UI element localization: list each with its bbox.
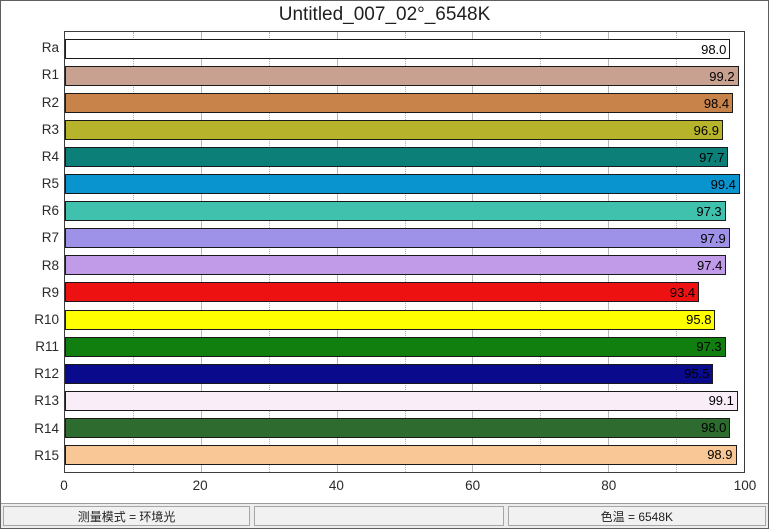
bar-value-label: 93.4 [669,284,696,300]
bar-value-label: 97.7 [699,149,725,165]
bar-value-label: 98.0 [701,420,727,436]
minor-gridline [676,32,678,472]
category-label: R15 [34,447,59,463]
category-label: R12 [34,366,59,382]
bar-row: 97.3 [65,336,744,357]
minor-gridline [404,32,406,472]
category-label: R3 [41,121,59,137]
plot-area: 98.0 99.2 98.4 96.9 97.7 99.4 97.3 97.9 97.4 93.4… [64,31,745,473]
bar-row: 95.5 [65,363,744,384]
category-label: R14 [34,420,59,436]
category-label: R11 [35,339,59,355]
bar-row: 93.4 [65,282,744,303]
bar: 97.7 [65,147,729,168]
category-label-column: Ra R1 R2 R3 R4 R5 R6 R7 R8 R9 R10 R11 R12 R13 R14 R15 [1,31,59,473]
bar-value-label: 97.3 [696,339,722,355]
category-label: R2 [41,94,59,110]
category-label: R6 [41,203,59,219]
x-axis-tick-labels: 0 20 40 60 80 100 [1,478,768,496]
category-label: R5 [41,176,59,192]
bar-value-label: 99.1 [708,393,734,409]
bar-value-label: 98.0 [701,41,727,57]
bar-value-label: 97.4 [697,257,723,273]
bar-rows: 98.0 99.2 98.4 96.9 97.7 99.4 97.3 97.9 97.4 93.4… [65,32,744,472]
category-label: R7 [41,230,59,246]
bar-row: 98.0 [65,417,744,438]
x-axis-tick-label: 80 [601,478,617,493]
bar: 99.1 [65,390,738,411]
bar: 97.9 [65,228,730,249]
status-bar: 测量模式 = 环境光 色温 = 6548K [1,503,768,528]
major-gridline [608,32,610,472]
status-color-temp: 色温 = 6548K [507,506,766,526]
bar-row: 96.9 [65,120,744,141]
minor-gridline [132,32,134,472]
bar: 98.0 [65,417,731,438]
bar: 97.3 [65,336,726,357]
bar: 96.9 [65,120,723,141]
bar-row: 97.7 [65,147,744,168]
bar-row: 97.3 [65,201,744,222]
gridlines [65,32,744,472]
bar-value-label: 98.4 [703,95,730,111]
minor-gridline [540,32,542,472]
bar-value-label: 95.8 [686,312,712,328]
major-gridline [336,32,338,472]
category-label: R10 [34,311,59,327]
bar: 98.9 [65,444,737,465]
x-axis-tick-label: 0 [60,478,68,493]
bar-row: 98.0 [65,39,744,60]
bar-row: 98.4 [65,93,744,114]
bar: 99.4 [65,174,740,195]
bar-row: 99.1 [65,390,744,411]
bar-value-label: 95.5 [684,366,710,382]
chart-title: Untitled_007_02°_6548K [278,4,491,25]
bar: 93.4 [65,282,700,303]
category-label: R13 [34,393,59,409]
bar-row: 99.2 [65,66,744,87]
bar: 98.4 [65,93,734,114]
major-gridline [200,32,202,472]
x-axis-tick-label: 100 [733,478,757,493]
status-empty-cell [254,506,504,526]
x-axis-tick-label: 60 [465,478,481,493]
bar: 95.5 [65,363,714,384]
bar-row: 97.9 [65,228,744,249]
bar-row: 99.4 [65,174,744,195]
x-axis-tick-label: 20 [192,478,208,493]
bar-value-label: 97.9 [700,230,726,246]
bar-value-label: 98.9 [707,447,733,463]
bar-value-label: 96.9 [693,122,719,138]
bar-row: 97.4 [65,255,744,276]
bar: 95.8 [65,309,716,330]
bar-row: 95.8 [65,309,744,330]
category-label: R8 [41,257,59,273]
category-label: R1 [41,67,59,83]
major-gridline [472,32,474,472]
bar-value-label: 99.2 [709,68,735,84]
status-measure-mode: 测量模式 = 环境光 [3,506,251,526]
category-label: R4 [41,148,59,164]
bar: 97.4 [65,255,727,276]
bar-value-label: 97.3 [696,203,722,219]
minor-gridline [268,32,270,472]
bar: 97.3 [65,201,726,222]
category-label: Ra [41,40,59,56]
bar-row: 98.9 [65,444,744,465]
category-label: R9 [41,284,59,300]
bar: 99.2 [65,66,739,87]
x-axis-tick-label: 40 [328,478,344,493]
bar: 98.0 [65,39,731,60]
bar-value-label: 99.4 [710,176,736,192]
